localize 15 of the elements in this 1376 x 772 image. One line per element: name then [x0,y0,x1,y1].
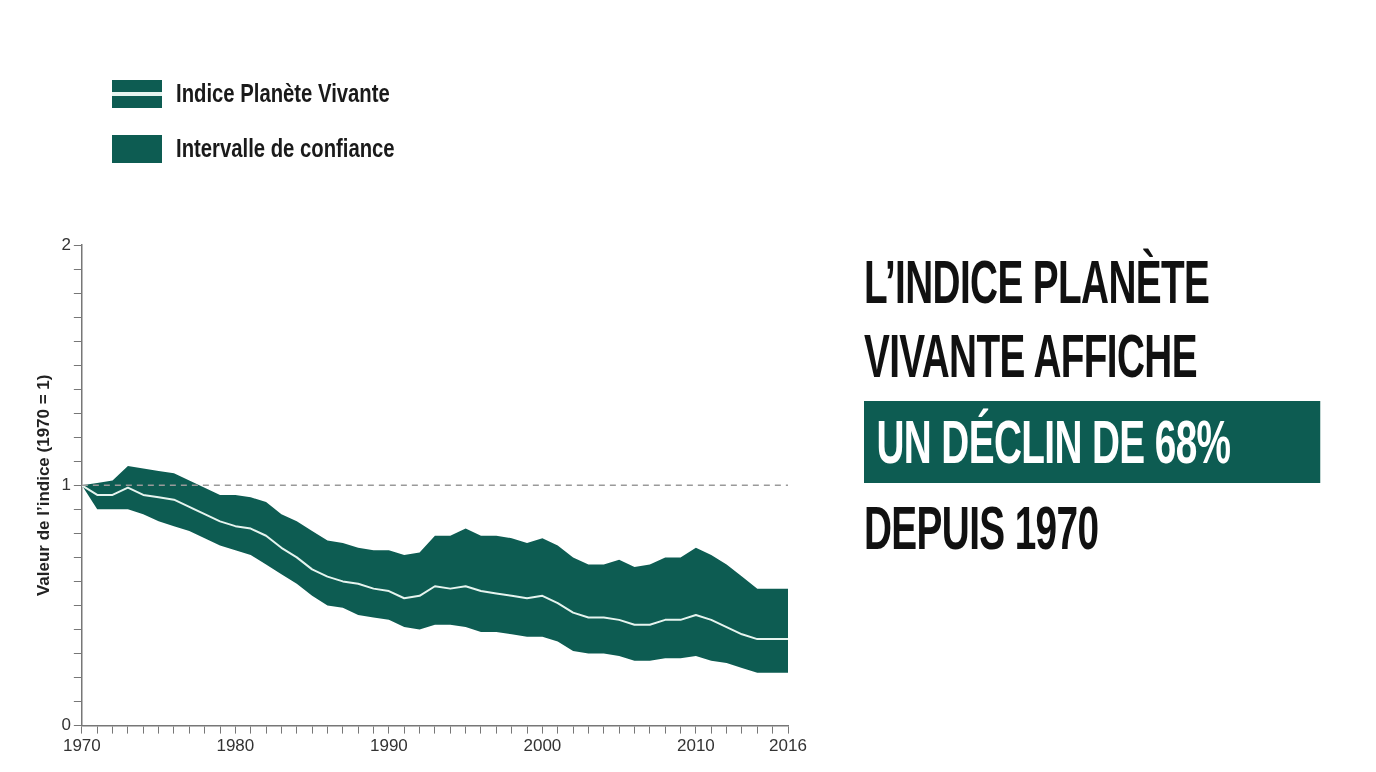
y-tick-label: 2 [61,234,71,254]
x-tick-label: 2010 [676,736,715,756]
y-tick-label: 0 [61,715,71,735]
text: L’INDICE PLANÈTE VIVANTE AFFICHE [864,246,1211,392]
legend-label: Indice Planète Vivante [176,78,390,109]
y-axis-title: Valeur de l’indice (1970 = 1) [33,374,53,597]
text: DEPUIS 1970 [864,492,1100,564]
x-tick-label: 2016 [769,736,807,756]
x-tick-label: 2000 [523,736,562,756]
text: UN DÉCLIN DE 68% [864,401,1321,483]
y-tick-label: 1 [61,474,71,494]
x-tick-label: 1990 [369,736,408,756]
x-tick-label: 1980 [216,736,255,756]
x-tick-label: 1970 [62,736,101,756]
text: Intervalle de confiance [176,133,395,164]
